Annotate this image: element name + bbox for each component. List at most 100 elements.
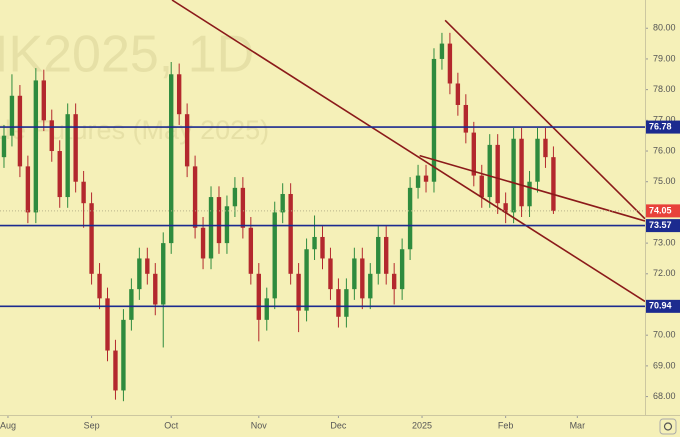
y-tick-label: 78.00 [653, 84, 676, 94]
x-tick-label: 2025 [412, 420, 432, 430]
x-tick-label: Mar [570, 420, 586, 430]
candle-body [384, 236, 389, 274]
candle-body [264, 298, 269, 320]
candle-body [415, 175, 421, 188]
y-tick-label: 75.00 [653, 176, 676, 186]
y-tick-label: 77.00 [653, 115, 676, 125]
candle-body [471, 132, 476, 176]
candle-body [376, 236, 381, 274]
candle-body [368, 273, 373, 299]
candle-body [89, 203, 94, 274]
level-tag [646, 120, 680, 134]
candle-body [137, 258, 142, 290]
x-tick-label: Oct [164, 420, 179, 430]
candle-body [543, 138, 548, 158]
x-tick-label: Sep [84, 420, 100, 430]
candle-body [296, 273, 301, 311]
grid: 68.00 69.00 70.00 72.00 73.00 75.00 76.00 77.00… [0, 23, 676, 431]
candle-body [57, 151, 62, 198]
candle-body [328, 258, 333, 290]
candle-body [352, 258, 357, 290]
candle-body [200, 227, 206, 259]
settings-button[interactable] [659, 418, 677, 435]
candle-body [240, 187, 246, 228]
level-tag [646, 219, 680, 233]
candle-body [17, 95, 23, 167]
candle-body [272, 212, 277, 299]
candle-body [65, 114, 70, 198]
candle-body [431, 58, 437, 182]
y-tick-label: 69.00 [653, 360, 676, 370]
candle-body [1, 135, 7, 158]
y-tick-label: 76.00 [653, 145, 676, 155]
x-tick-label: Feb [498, 420, 514, 430]
last-price-label: 74.05 [649, 205, 672, 215]
candle-body [216, 197, 222, 244]
y-tick-label: 73.00 [653, 237, 676, 247]
candle-body [176, 74, 182, 115]
candle-body [280, 193, 285, 213]
candle-body [161, 243, 166, 305]
candle-body [184, 114, 190, 167]
last-price-tag [646, 204, 680, 218]
candle-body [256, 273, 261, 320]
overlay: 74.05 76.78 73.57 70.94 [0, 0, 680, 313]
x-tick-label: Aug [0, 420, 16, 430]
x-tick-label: Nov [251, 420, 268, 430]
y-tick-label: 72.00 [653, 268, 676, 278]
candle-body [25, 166, 31, 213]
candle-body [439, 43, 445, 59]
y-tick-label: 68.00 [653, 391, 676, 401]
candle-body [479, 175, 484, 198]
candle-body [248, 227, 254, 274]
candle-body [487, 144, 492, 198]
level-label: 76.78 [649, 121, 672, 131]
watermark-subtitle: de Futures (May 2025) [0, 115, 269, 145]
candle-body [551, 157, 556, 211]
candle-body [344, 289, 349, 317]
candle-body [49, 120, 54, 152]
watermark: IK2025, 1D [0, 26, 254, 84]
candle-body [511, 138, 516, 213]
candle-body [304, 249, 309, 311]
candle-body [9, 95, 15, 136]
candle-body [407, 187, 413, 250]
candle-body [447, 43, 453, 84]
candle-body [97, 273, 102, 299]
x-tick-label: Dec [330, 420, 347, 430]
candle-body [105, 298, 110, 351]
candle-body [169, 74, 174, 244]
trend-line [444, 19, 646, 220]
candle-body [399, 249, 405, 290]
candle-body [113, 350, 118, 391]
candle-body [232, 187, 238, 207]
candle-body [288, 193, 293, 274]
candle-body [527, 181, 532, 207]
candle-body [423, 175, 429, 182]
trend-line [171, 0, 646, 303]
level-label: 70.94 [649, 301, 672, 311]
candle-body [192, 166, 198, 228]
candle-body [391, 273, 397, 290]
candle-body [129, 289, 134, 320]
candle-body [535, 138, 540, 182]
candle-body [208, 197, 214, 259]
candles [1, 32, 556, 402]
level-tag [646, 299, 680, 313]
candle-body [73, 114, 78, 182]
candle-body [455, 83, 461, 105]
candle-body [81, 181, 86, 204]
candle-body [121, 319, 126, 391]
candle-body [224, 206, 230, 244]
candle-body [153, 273, 158, 305]
trend-line [419, 154, 646, 222]
candle-body [463, 104, 469, 133]
y-tick-label: 80.00 [653, 23, 676, 33]
candle-body [336, 289, 341, 317]
y-tick-label: 70.00 [653, 330, 676, 340]
y-tick-label: 79.00 [653, 53, 676, 63]
candle-body [495, 144, 500, 204]
candle-body [145, 258, 150, 274]
candle-body [519, 138, 524, 207]
